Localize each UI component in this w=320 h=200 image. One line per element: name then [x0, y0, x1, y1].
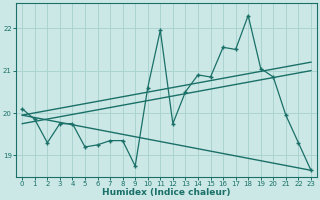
X-axis label: Humidex (Indice chaleur): Humidex (Indice chaleur) [102, 188, 231, 197]
